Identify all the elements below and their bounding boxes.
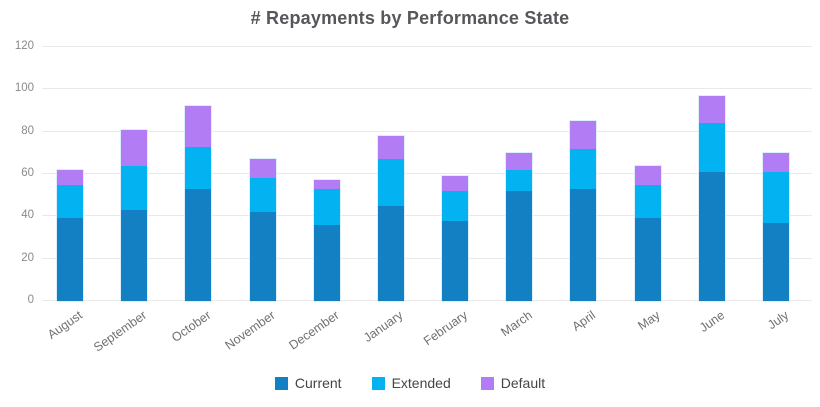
bar-segment-extended[interactable] [442, 190, 469, 221]
bar-segment-extended[interactable] [57, 184, 84, 219]
bar-segment-extended[interactable] [506, 169, 533, 191]
y-axis-tick-label: 60 [21, 167, 34, 179]
bar-segment-default[interactable] [249, 159, 276, 179]
bar-june[interactable] [698, 95, 725, 301]
bar-segment-default[interactable] [698, 95, 725, 124]
bar-segment-default[interactable] [313, 180, 340, 189]
bar-april[interactable] [570, 121, 597, 301]
bar-november[interactable] [249, 159, 276, 301]
bar-march[interactable] [506, 152, 533, 301]
bar-segment-extended[interactable] [313, 188, 340, 225]
y-axis-tick-label: 40 [21, 209, 34, 222]
bar-segment-default[interactable] [57, 169, 84, 185]
bar-segment-extended[interactable] [570, 148, 597, 189]
bar-december[interactable] [313, 180, 340, 301]
bar-segment-default[interactable] [762, 152, 789, 172]
legend-label: Current [294, 375, 342, 391]
bar-segment-extended[interactable] [634, 184, 661, 219]
bar-segment-extended[interactable] [377, 159, 404, 206]
legend: Current Extended Default [0, 375, 820, 391]
chart-title: # Repayments by Performance State [250, 8, 570, 28]
bar-segment-default[interactable] [634, 165, 661, 185]
legend-item-default[interactable]: Default [480, 375, 546, 391]
y-axis-tick-label: 100 [14, 82, 34, 95]
bar-segment-current[interactable] [121, 209, 148, 301]
bar-segment-extended[interactable] [698, 123, 725, 172]
bar-may[interactable] [634, 165, 661, 301]
gridline [42, 173, 812, 174]
bar-july[interactable] [762, 152, 789, 301]
bar-segment-current[interactable] [249, 212, 276, 301]
gridline [42, 130, 812, 132]
gridline [42, 257, 812, 259]
bar-segment-extended[interactable] [762, 171, 789, 223]
bar-segment-default[interactable] [377, 135, 404, 160]
bar-august[interactable] [57, 169, 84, 301]
legend-label: Default [500, 375, 546, 391]
gridline [42, 88, 812, 90]
y-axis-tick-label: 120 [14, 40, 34, 52]
bar-february[interactable] [442, 176, 469, 301]
legend-swatch-icon [371, 376, 385, 390]
bar-segment-default[interactable] [121, 129, 148, 166]
bar-segment-current[interactable] [762, 222, 789, 301]
bar-segment-extended[interactable] [185, 146, 212, 189]
legend-swatch-icon [274, 376, 288, 390]
gridline [42, 46, 812, 47]
bar-january[interactable] [377, 135, 404, 301]
legend-label: Extended [391, 375, 451, 391]
bar-segment-current[interactable] [698, 171, 725, 301]
bar-segment-current[interactable] [57, 218, 84, 301]
gridline [42, 215, 812, 217]
bar-october[interactable] [185, 106, 212, 301]
bar-segment-current[interactable] [313, 224, 340, 301]
y-axis-tick-label: 80 [21, 124, 34, 137]
bar-segment-current[interactable] [570, 188, 597, 301]
legend-swatch-icon [480, 376, 494, 390]
gridline [42, 300, 812, 301]
y-axis-tick-label: 0 [27, 294, 34, 306]
legend-item-extended[interactable]: Extended [371, 375, 451, 391]
bar-segment-current[interactable] [377, 205, 404, 301]
bar-segment-default[interactable] [506, 152, 533, 170]
bar-segment-current[interactable] [506, 190, 533, 301]
y-axis-tick-label: 20 [21, 251, 34, 264]
legend-item-current[interactable]: Current [274, 375, 342, 391]
bar-segment-default[interactable] [185, 106, 212, 147]
plot-area [42, 46, 812, 301]
bar-segment-default[interactable] [442, 176, 469, 191]
bar-segment-extended[interactable] [121, 165, 148, 210]
bar-september[interactable] [121, 129, 148, 301]
bar-segment-extended[interactable] [249, 178, 276, 213]
bar-segment-current[interactable] [634, 218, 661, 301]
bar-segment-default[interactable] [570, 121, 597, 149]
bar-segment-current[interactable] [185, 188, 212, 301]
bar-segment-current[interactable] [442, 220, 469, 301]
